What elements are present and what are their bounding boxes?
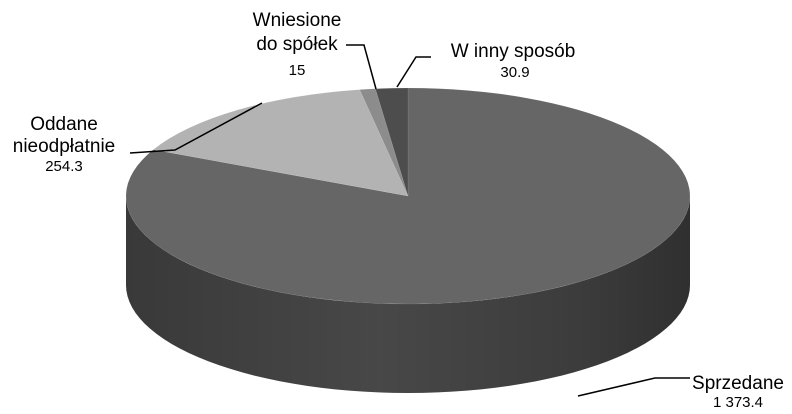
slice-value-sprzedane: 1 373.4 <box>713 394 763 411</box>
slice-name-oddane-line2: nieodpłatnie <box>13 136 115 157</box>
pie-sides <box>126 196 690 393</box>
slice-name-sprzedane: Sprzedane <box>692 373 784 394</box>
leader-line-1 <box>129 102 263 154</box>
slice-name-wniesione-line1: Wniesione <box>253 10 342 31</box>
slice-value-wniesione: 15 <box>289 62 306 79</box>
slice-name-wniesione-line2: do spółek <box>256 34 338 55</box>
pie-slices <box>125 87 691 305</box>
label-w-inny: W inny sposób 30.9 <box>451 41 576 81</box>
slice-side-shading-0 <box>126 196 690 393</box>
slice-value-oddane: 254.3 <box>45 158 83 175</box>
slice-1 <box>152 89 409 197</box>
slice-value-w-inny: 30.9 <box>500 64 529 81</box>
label-sprzedane: Sprzedane 1 373.4 <box>692 373 784 411</box>
leader-lines <box>129 44 690 397</box>
leader-line-2 <box>346 44 377 90</box>
slice-name-w-inny: W inny sposób <box>451 41 576 62</box>
leader-line-3 <box>396 56 431 88</box>
slice-name-oddane-line1: Oddane <box>30 114 98 135</box>
leader-line-0 <box>577 377 690 397</box>
slice-0 <box>125 87 691 305</box>
label-wniesione: Wniesione do spółek 15 <box>253 10 342 79</box>
label-oddane: Oddane nieodpłatnie 254.3 <box>13 114 115 175</box>
